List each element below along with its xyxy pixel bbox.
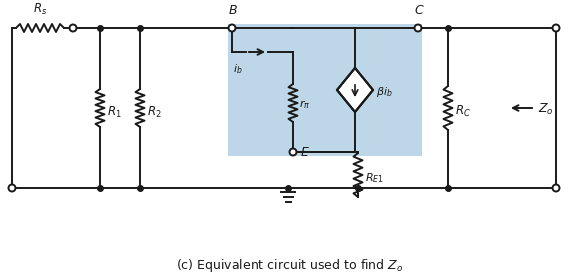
Text: $r_\pi$: $r_\pi$ — [299, 99, 310, 111]
Text: $C$: $C$ — [414, 4, 425, 17]
Text: $i_b$: $i_b$ — [233, 62, 242, 76]
Text: $R_C$: $R_C$ — [455, 103, 471, 118]
Text: $\beta i_b$: $\beta i_b$ — [376, 85, 393, 99]
Circle shape — [70, 25, 77, 32]
Text: (c) Equivalent circuit used to find $Z_o$: (c) Equivalent circuit used to find $Z_o… — [176, 256, 404, 274]
Text: $Z_o$: $Z_o$ — [538, 101, 554, 116]
Circle shape — [553, 25, 560, 32]
Text: $E$: $E$ — [300, 146, 310, 160]
Circle shape — [415, 25, 422, 32]
Circle shape — [289, 148, 296, 155]
Text: $R_s$: $R_s$ — [33, 2, 47, 17]
Circle shape — [9, 185, 16, 192]
Circle shape — [553, 185, 560, 192]
Text: $R_{E1}$: $R_{E1}$ — [365, 171, 384, 185]
Text: $B$: $B$ — [228, 4, 238, 17]
Polygon shape — [337, 68, 373, 112]
Bar — [228, 24, 422, 156]
Text: $R_2$: $R_2$ — [147, 104, 162, 120]
Circle shape — [229, 25, 235, 32]
Text: $R_1$: $R_1$ — [107, 104, 122, 120]
